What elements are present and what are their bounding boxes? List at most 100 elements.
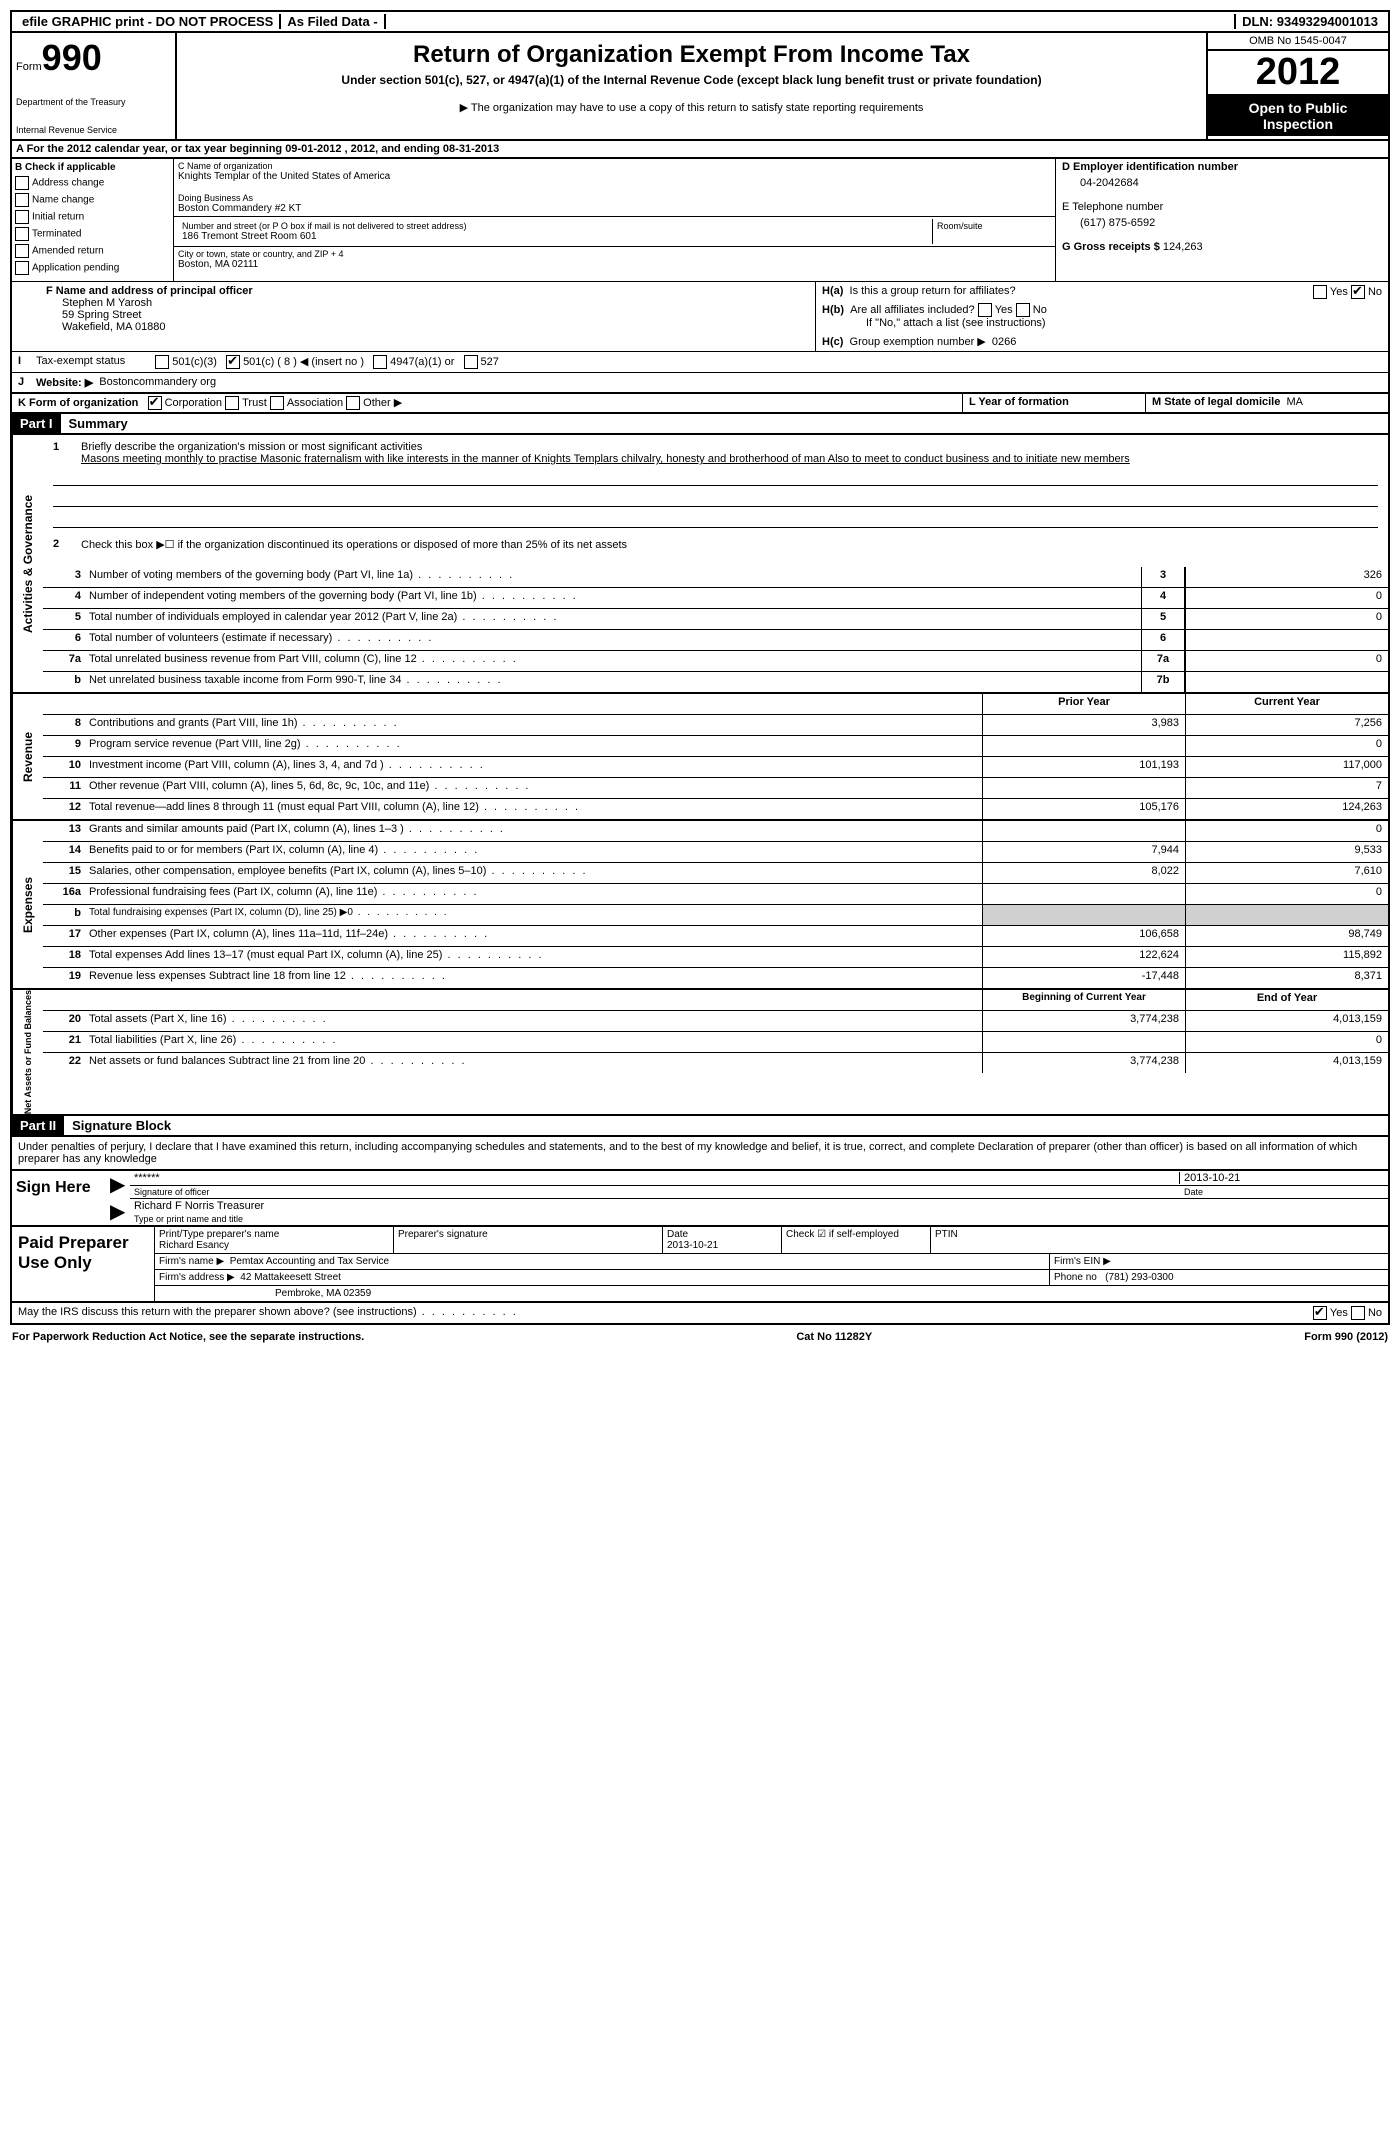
sig-line-2: Richard F Norris Treasurer (130, 1199, 1388, 1213)
gov-row: 6 Total number of volunteers (estimate i… (43, 630, 1388, 651)
prep-name-cell: Print/Type preparer's name Richard Esanc… (155, 1227, 394, 1253)
row-num: 15 (43, 863, 85, 883)
sig-name: Richard F Norris Treasurer (134, 1200, 264, 1212)
chk-name-change[interactable]: Name change (15, 193, 170, 207)
ha-row: H(a) Is this a group return for affiliat… (822, 285, 1382, 297)
row-val (1185, 630, 1388, 650)
f-city: Wakefield, MA 01880 (18, 321, 809, 333)
side-netassets: Net Assets or Fund Balances (12, 990, 43, 1114)
ha-no[interactable] (1351, 285, 1365, 299)
footer-form: Form 990 (2012) (1304, 1331, 1388, 1343)
street-label: Number and street (or P O box if mail is… (182, 221, 928, 231)
i-opts: 501(c)(3) 501(c) ( 8 ) ◀ (insert no ) 49… (155, 355, 499, 369)
discuss-yn: Yes No (1313, 1306, 1382, 1320)
row-box: 6 (1141, 630, 1185, 650)
sig-officer-lbl: Signature of officer (134, 1187, 1180, 1197)
as-filed-label: As Filed Data - (281, 14, 385, 29)
dept-irs: Internal Revenue Service (16, 125, 171, 135)
hb-yes[interactable] (978, 303, 992, 317)
header-left: Form990 Department of the Treasury Inter… (12, 33, 177, 139)
row-text: Other revenue (Part VIII, column (A), li… (85, 778, 982, 798)
chk-4947[interactable] (373, 355, 387, 369)
row-val: 326 (1185, 567, 1388, 587)
side-revenue: Revenue (12, 694, 43, 819)
discuss-yes[interactable] (1313, 1306, 1327, 1320)
row-num: 12 (43, 799, 85, 819)
l-year-formation: L Year of formation (963, 394, 1146, 412)
chk-other[interactable] (346, 396, 360, 410)
data-row: 13 Grants and similar amounts paid (Part… (43, 821, 1388, 842)
tel-value: (617) 875-6592 (1062, 213, 1382, 241)
chk-terminated[interactable]: Terminated (15, 227, 170, 241)
chk-corp[interactable] (148, 396, 162, 410)
row-val: 0 (1185, 651, 1388, 671)
phone-cell: Phone no (781) 293-0300 (1050, 1270, 1388, 1285)
open-inspection: Open to Public Inspection (1208, 96, 1388, 136)
row-val: 0 (1185, 609, 1388, 629)
na-header: Beginning of Current Year End of Year (43, 990, 1388, 1011)
row-cy: 7,610 (1185, 863, 1388, 883)
mission-blank1 (53, 465, 1378, 486)
row-text: Salaries, other compensation, employee b… (85, 863, 982, 883)
row-cy: 98,749 (1185, 926, 1388, 946)
data-row: 9 Program service revenue (Part VIII, li… (43, 736, 1388, 757)
f-label: F Name and address of principal officer (18, 285, 809, 297)
col-b-checkboxes: B Check if applicable Address change Nam… (12, 159, 174, 281)
row-py (982, 905, 1185, 925)
row-text: Total revenue—add lines 8 through 11 (mu… (85, 799, 982, 819)
row-py: 106,658 (982, 926, 1185, 946)
street-cell: Number and street (or P O box if mail is… (178, 219, 933, 244)
chk-assoc[interactable] (270, 396, 284, 410)
footer-cat: Cat No 11282Y (796, 1331, 872, 1343)
header-center: Return of Organization Exempt From Incom… (177, 33, 1206, 139)
row-num: 16a (43, 884, 85, 904)
gov-row: 5 Total number of individuals employed i… (43, 609, 1388, 630)
chk-initial-return[interactable]: Initial return (15, 210, 170, 224)
gross-value: 124,263 (1163, 241, 1203, 253)
hb-row: H(b) Are all affiliates included? Yes No (822, 303, 1382, 317)
row-text: Number of voting members of the governin… (85, 567, 1141, 587)
j-website: Bostoncommandery org (99, 376, 216, 389)
row-py (982, 736, 1185, 756)
chk-amended[interactable]: Amended return (15, 244, 170, 258)
gov-row: 7a Total unrelated business revenue from… (43, 651, 1388, 672)
data-row: b Total fundraising expenses (Part IX, c… (43, 905, 1388, 926)
row-i: I Tax-exempt status 501(c)(3) 501(c) ( 8… (10, 352, 1390, 373)
discuss-no[interactable] (1351, 1306, 1365, 1320)
current-year-hdr: Current Year (1185, 694, 1388, 714)
row-py: -17,448 (982, 968, 1185, 988)
chk-pending[interactable]: Application pending (15, 261, 170, 275)
chk-501c[interactable] (226, 355, 240, 369)
form-subtitle: Under section 501(c), 527, or 4947(a)(1)… (185, 73, 1198, 87)
part2-badge: Part II (12, 1116, 64, 1135)
discuss-row: May the IRS discuss this return with the… (10, 1303, 1390, 1325)
paid-row-4: Pembroke, MA 02359 (155, 1286, 1388, 1301)
row-text: Number of independent voting members of … (85, 588, 1141, 608)
section-f: F Name and address of principal officer … (12, 282, 816, 351)
efile-notice: efile GRAPHIC print - DO NOT PROCESS (16, 14, 281, 29)
paid-preparer-block: Paid Preparer Use Only Print/Type prepar… (10, 1227, 1390, 1303)
row-cy: 0 (1185, 1032, 1388, 1052)
gov-row: 4 Number of independent voting members o… (43, 588, 1388, 609)
chk-address-change[interactable]: Address change (15, 176, 170, 190)
omb-number: OMB No 1545-0047 (1208, 33, 1388, 51)
row-text: Total number of volunteers (estimate if … (85, 630, 1141, 650)
row-box: 5 (1141, 609, 1185, 629)
room-label: Room/suite (937, 221, 1047, 231)
row-box: 7b (1141, 672, 1185, 692)
prep-sig-cell: Preparer's signature (394, 1227, 663, 1253)
hb-no[interactable] (1016, 303, 1030, 317)
org-name-label: C Name of organization (178, 161, 1051, 171)
chk-527[interactable] (464, 355, 478, 369)
row-cy: 0 (1185, 736, 1388, 756)
form-title: Return of Organization Exempt From Incom… (185, 41, 1198, 69)
chk-501c3[interactable] (155, 355, 169, 369)
sig-name-lbl: Type or print name and title (134, 1214, 243, 1224)
boy-hdr: Beginning of Current Year (982, 990, 1185, 1010)
sig-date: 2013-10-21 (1179, 1172, 1384, 1184)
revenue-rows: Prior Year Current Year 8 Contributions … (43, 694, 1388, 819)
mission-block: 1Briefly describe the organization's mis… (43, 435, 1388, 567)
chk-trust[interactable] (225, 396, 239, 410)
part1-title: Summary (61, 416, 128, 431)
ha-yes[interactable] (1313, 285, 1327, 299)
